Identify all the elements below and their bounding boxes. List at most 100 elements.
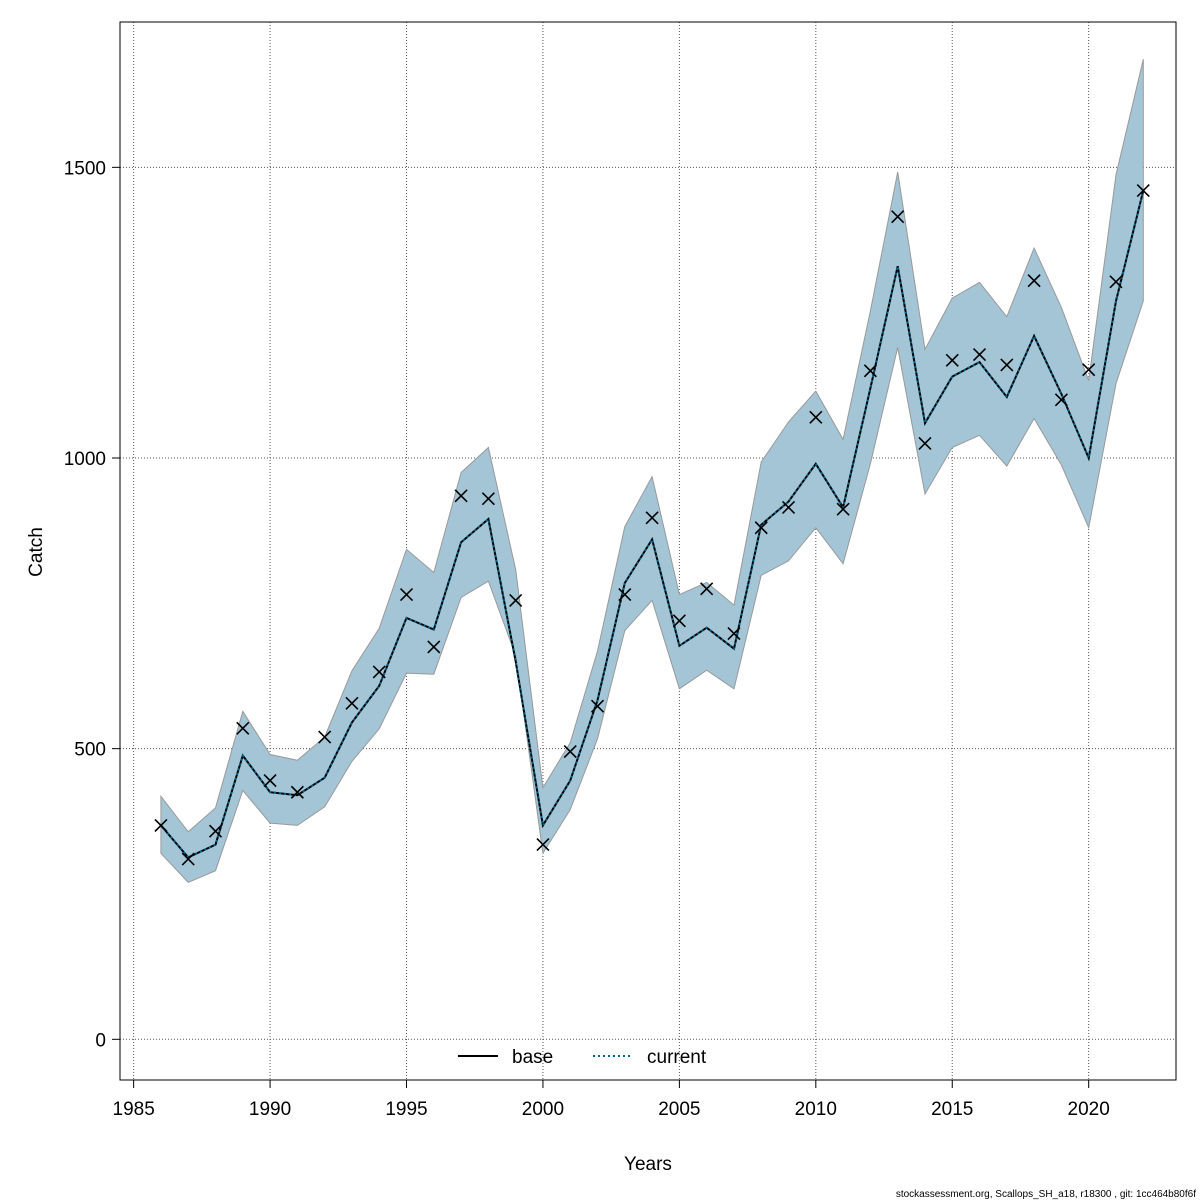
confidence-band (160, 59, 1144, 883)
observed-point-stroke (263, 774, 277, 788)
x-axis: 1985 1990 1995 2000 2005 2010 2015 2020 (113, 1079, 1110, 1120)
observed-point (318, 730, 332, 744)
observed-point (1027, 274, 1041, 288)
observed-point (481, 492, 495, 506)
observed-point (208, 824, 223, 838)
observed-point (536, 838, 550, 852)
x-tick-label: 2010 (795, 1099, 837, 1120)
x-tick-label: 2015 (931, 1099, 973, 1120)
observed-point (891, 210, 905, 224)
observed-point (236, 721, 250, 735)
observed-point (263, 774, 277, 788)
observed-point-stroke (454, 489, 468, 503)
observed-point (1136, 184, 1150, 198)
observed-point-stroke (318, 730, 332, 744)
observed-point (590, 699, 605, 713)
observed-point (563, 744, 577, 759)
observed-point (372, 665, 386, 679)
observed-point-stroke (372, 665, 386, 679)
observed-point-stroke (618, 588, 632, 602)
x-tick-label: 1990 (249, 1099, 291, 1120)
observed-point (863, 364, 877, 378)
observed-point-stroke (727, 626, 741, 641)
observed-point (645, 511, 659, 525)
observed-point (727, 626, 741, 641)
x-tick-label: 2020 (1068, 1099, 1110, 1120)
observed-point-stroke (208, 824, 223, 838)
observed-point (1054, 393, 1068, 407)
y-axis-label: Catch (26, 527, 47, 577)
observed-point-stroke (781, 500, 796, 514)
observed-point (972, 347, 987, 362)
observed-point (781, 500, 796, 514)
observed-point-stroke (1054, 393, 1068, 407)
observed-point (754, 521, 768, 535)
observed-point-stroke (836, 502, 850, 516)
x-tick-label: 1985 (113, 1099, 155, 1120)
observed-point (700, 582, 714, 596)
y-tick-label: 0 (95, 1030, 106, 1051)
observed-point-stroke (700, 582, 714, 596)
observed-point-stroke (563, 744, 577, 759)
observed-point-stroke (918, 436, 932, 451)
observed-point (181, 852, 195, 866)
observed-point (427, 640, 441, 654)
observed-point-stroke (972, 347, 987, 362)
legend-base-label: base (512, 1047, 553, 1068)
y-tick-label: 500 (74, 740, 106, 761)
observed-point-stroke (645, 511, 659, 525)
observed-point (809, 410, 823, 424)
observed-point-stroke (509, 593, 523, 607)
observed-point (454, 489, 468, 503)
observed-point-stroke (1000, 358, 1014, 372)
x-axis-label: Years (624, 1154, 672, 1175)
observed-point-stroke (1082, 363, 1096, 377)
observed-point-stroke (672, 614, 686, 628)
observed-point (290, 785, 304, 799)
observed-point-stroke (1109, 275, 1123, 289)
observed-point (345, 696, 359, 710)
observed-point (154, 818, 168, 832)
observed-point-stroke (536, 838, 550, 852)
observed-point (1109, 275, 1123, 289)
observed-point (618, 588, 632, 602)
y-axis: 0 500 1000 1500 (64, 158, 120, 1051)
x-tick-label: 1995 (385, 1099, 427, 1120)
observed-point (1000, 358, 1014, 372)
observed-point-stroke (863, 364, 877, 378)
observed-point (836, 502, 850, 516)
y-tick-label: 1000 (64, 449, 106, 470)
series-lines (160, 190, 1145, 859)
observed-point-stroke (1136, 184, 1150, 198)
observed-point-stroke (754, 521, 768, 535)
observed-point (1082, 363, 1096, 377)
observed-point (672, 614, 686, 628)
observed-point-stroke (181, 852, 195, 866)
series-line-current (160, 190, 1145, 859)
observed-point-stroke (809, 410, 823, 424)
confidence-band-area (160, 59, 1144, 883)
legend: base current (458, 1047, 707, 1068)
observed-point (945, 353, 959, 367)
observed-point-stroke (891, 210, 905, 224)
observed-point-stroke (290, 785, 304, 799)
observed-point-stroke (590, 699, 605, 713)
observed-points (154, 184, 1150, 866)
observed-point (918, 436, 932, 451)
observed-point (399, 588, 414, 602)
observed-point-stroke (1027, 274, 1041, 288)
observed-point-stroke (427, 640, 441, 654)
observed-point-stroke (236, 721, 250, 735)
observed-point-stroke (945, 353, 959, 367)
observed-point-stroke (399, 588, 414, 602)
observed-point-stroke (154, 818, 168, 832)
footer-text: stockassessment.org, Scallops_SH_a18, r1… (896, 1189, 1196, 1200)
observed-point-stroke (345, 696, 359, 710)
observed-point (509, 593, 523, 607)
observed-point-stroke (481, 492, 495, 506)
x-tick-label: 2005 (658, 1099, 700, 1120)
x-tick-label: 2000 (522, 1099, 564, 1120)
legend-current-label: current (647, 1047, 707, 1068)
y-tick-label: 1500 (64, 158, 106, 179)
